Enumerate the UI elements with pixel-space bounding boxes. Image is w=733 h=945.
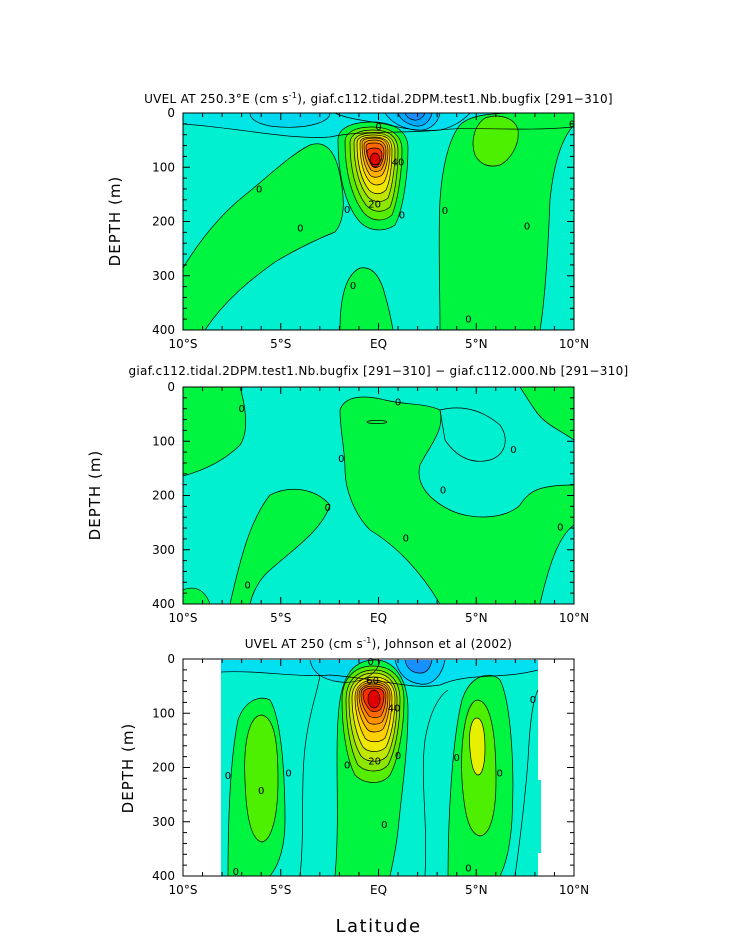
y-tick-label: 100 xyxy=(152,434,175,448)
x-tick-label: 5°S xyxy=(270,611,291,625)
y-tick-label: 400 xyxy=(152,323,175,337)
x-tick-label: 10°S xyxy=(169,337,198,351)
x-axis-label: Latitude xyxy=(335,916,421,937)
contour-label: 0 xyxy=(285,768,291,779)
contour-label: 0 xyxy=(297,224,303,235)
panel-2-axes: 10°S 5°S EQ 5°N 10°N 0 100 200 300 400 xyxy=(152,380,589,625)
y-tick-label: 400 xyxy=(152,869,175,883)
panel-2-contour-lines xyxy=(183,387,574,604)
y-tick-label: 200 xyxy=(152,215,175,229)
panel-3-title: UVEL AT 250 (cm s-1), Johnson et al (200… xyxy=(245,636,513,651)
contour-label: 0 xyxy=(367,657,373,668)
contour-label: 0 xyxy=(497,768,503,779)
y-tick-label: 200 xyxy=(152,761,175,775)
y-tick-label: 300 xyxy=(152,543,175,557)
contour-label: 0 xyxy=(399,210,405,221)
y-tick-label: 0 xyxy=(167,106,175,120)
contour-label: 0 xyxy=(524,221,530,232)
y-tick-label: 300 xyxy=(152,269,175,283)
panel-3-contour-lines xyxy=(220,659,539,876)
panel-2-contour-labels: 0 0 0 0 0 0 0 0 0 xyxy=(238,398,563,592)
x-tick-label: 10°S xyxy=(169,611,198,625)
panel-1-y-axis-label: DEPTH (m) xyxy=(106,176,124,267)
contour-label: 0 xyxy=(557,522,563,533)
panel-3: 0 0 0 0 0 0 0 0 0 0 0 0 20 40 60 10°S 5°S EQ 5°N 10°N 0 100 2… xyxy=(119,636,589,937)
x-tick-label: 5°N xyxy=(465,337,488,351)
y-tick-label: 0 xyxy=(167,380,175,394)
contour-label: 0 xyxy=(465,315,471,326)
x-tick-label: 10°N xyxy=(559,337,589,351)
x-tick-label: 5°S xyxy=(270,883,291,897)
contour-label: 0 xyxy=(465,863,471,874)
contour-label: 0 xyxy=(381,820,387,831)
x-tick-label: 10°N xyxy=(559,883,589,897)
x-tick-label: 5°N xyxy=(465,883,488,897)
panel-2-y-axis-label: DEPTH (m) xyxy=(86,450,104,541)
panel-3-contour-labels: 0 0 0 0 0 0 0 0 0 0 0 0 20 40 60 xyxy=(225,657,536,878)
panel-1-contour-labels: 0 0 0 0 0 0 0 0 0 0 20 40 xyxy=(256,119,575,325)
panel-2-contour-fill xyxy=(183,387,574,604)
contour-label: 0 xyxy=(454,753,460,764)
panel-1: 0 0 0 0 0 0 0 0 0 0 20 40 10°S 5°S EQ 5°N 10°N 0 100 200 30… xyxy=(106,91,613,351)
y-tick-label: 100 xyxy=(152,706,175,720)
x-tick-label: EQ xyxy=(370,337,387,351)
y-tick-label: 200 xyxy=(152,489,175,503)
contour-label: 0 xyxy=(258,786,264,797)
contour-label: 0 xyxy=(338,454,344,465)
y-tick-label: 0 xyxy=(167,652,175,666)
contour-label: 0 xyxy=(395,751,401,762)
y-tick-label: 300 xyxy=(152,815,175,829)
contour-label: 0 xyxy=(510,445,516,456)
contour-label: 0 xyxy=(569,119,575,130)
contour-label: 40 xyxy=(388,703,401,714)
x-tick-label: 5°S xyxy=(270,337,291,351)
x-tick-label: EQ xyxy=(370,611,387,625)
contour-label: 0 xyxy=(233,867,239,878)
x-tick-label: 5°N xyxy=(465,611,488,625)
panel-1-contour-lines xyxy=(183,113,574,330)
contour-label: 0 xyxy=(324,503,330,514)
x-tick-label: EQ xyxy=(370,883,387,897)
panel-2-title: giaf.c112.tidal.2DPM.test1.Nb.bugfix [29… xyxy=(129,364,629,378)
contour-label: 0 xyxy=(403,533,409,544)
contour-label: 0 xyxy=(344,760,350,771)
contour-label: 0 xyxy=(442,206,448,217)
y-tick-label: 100 xyxy=(152,160,175,174)
contour-label: 0 xyxy=(344,205,350,216)
contour-label: 60 xyxy=(366,676,379,687)
panel-1-title: UVEL AT 250.3°E (cm s-1), giaf.c112.tida… xyxy=(144,91,613,106)
contour-label: 0 xyxy=(530,695,536,706)
contour-label: 0 xyxy=(350,281,356,292)
panel-3-contour-fill xyxy=(183,659,574,876)
contour-label: 0 xyxy=(440,486,446,497)
contour-label: 0 xyxy=(395,398,401,409)
x-tick-label: 10°N xyxy=(559,611,589,625)
contour-label: 0 xyxy=(256,184,262,195)
contour-label: 0 xyxy=(225,771,231,782)
panel-3-y-axis-label: DEPTH (m) xyxy=(119,723,137,814)
contour-label: 0 xyxy=(238,404,244,415)
contour-label: 20 xyxy=(368,200,381,211)
x-tick-label: 10°S xyxy=(169,883,198,897)
y-tick-label: 400 xyxy=(152,597,175,611)
contour-label: 0 xyxy=(375,122,381,133)
contour-label: 40 xyxy=(392,157,405,168)
contour-label: 0 xyxy=(244,581,250,592)
contour-label: 20 xyxy=(368,756,381,767)
panel-1-contour-fill xyxy=(183,113,574,330)
